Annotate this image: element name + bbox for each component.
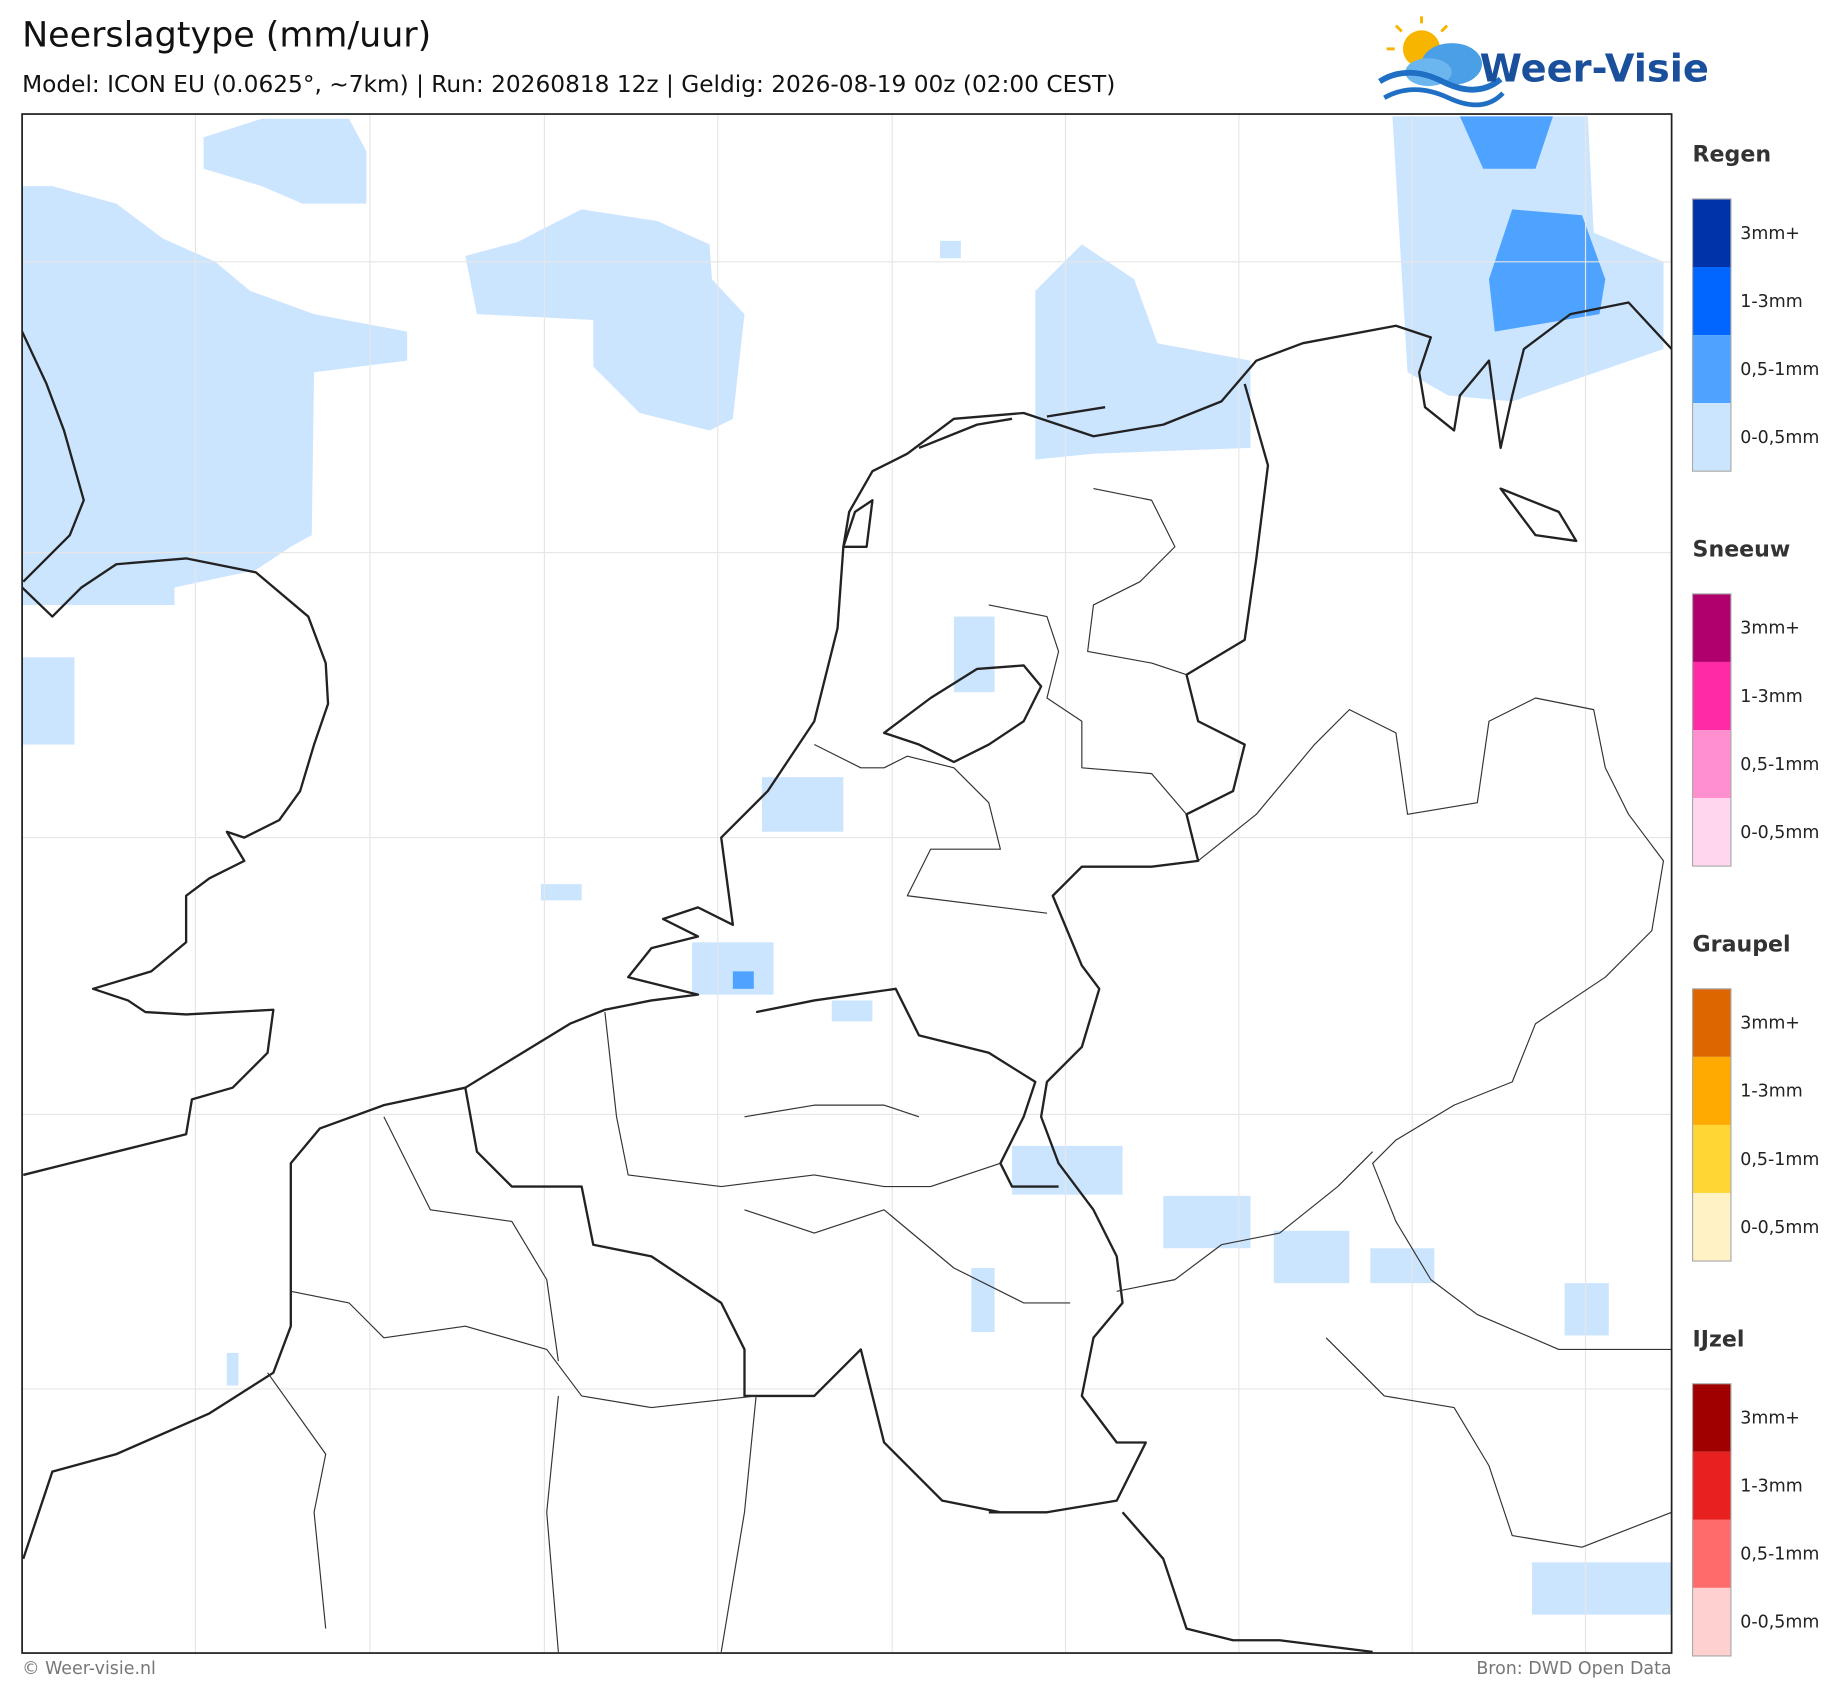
legend-label: 1-3mm — [1740, 1082, 1802, 1102]
subtitle: Model: ICON EU (0.0625°, ~7km) | Run: 20… — [22, 71, 1115, 98]
legend-swatch — [1692, 198, 1731, 268]
map — [22, 114, 1672, 1654]
legend-swatch-frame — [1691, 198, 1732, 472]
legend-label: 0-0,5mm — [1740, 428, 1819, 448]
legend-label: 1-3mm — [1740, 1477, 1802, 1497]
copyright: © Weer-visie.nl — [22, 1659, 156, 1679]
legend-swatch-frame — [1691, 593, 1732, 867]
legend-label: 3mm+ — [1740, 619, 1800, 639]
legend-swatch-frame — [1691, 988, 1732, 1262]
legend: Regen 3mm+ 1-3mm 0,5-1mm 0-0,5mm Sneeuw 3mm+ 1-… — [1691, 142, 1819, 1657]
legend-swatch — [1692, 988, 1731, 1057]
legend-swatch — [1692, 1192, 1731, 1262]
legend-swatch — [1692, 1056, 1731, 1125]
legend-swatch — [1692, 403, 1731, 472]
map-frame — [21, 113, 1673, 1654]
legend-swatch — [1692, 1519, 1731, 1588]
legend-swatch — [1692, 1587, 1731, 1656]
legend-label: 0,5-1mm — [1740, 1545, 1819, 1565]
precipitation — [22, 116, 1672, 1615]
legend-swatch — [1692, 661, 1731, 730]
legend-label: 1-3mm — [1740, 687, 1802, 707]
legend-swatch — [1692, 335, 1731, 404]
legend-label: 0,5-1mm — [1740, 1150, 1819, 1170]
legend-label: 0,5-1mm — [1740, 360, 1819, 380]
legend-swatch — [1692, 1124, 1731, 1193]
legend-swatch — [1692, 729, 1731, 799]
logo: Weer-Visie — [1378, 16, 1709, 108]
legend-group-title: IJzel — [1693, 1327, 1745, 1353]
legend-label: 1-3mm — [1740, 292, 1802, 312]
legend-label: 3mm+ — [1740, 1409, 1800, 1429]
legend-swatch — [1692, 798, 1731, 867]
legend-group-title: Sneeuw — [1693, 537, 1791, 563]
legend-label: 3mm+ — [1740, 224, 1800, 244]
legend-group-title: Graupel — [1693, 932, 1791, 958]
legend-label: 3mm+ — [1740, 1014, 1800, 1034]
legend-swatch — [1692, 593, 1731, 662]
title: Neerslagtype (mm/uur) — [22, 16, 431, 56]
legend-label: 0-0,5mm — [1740, 823, 1819, 843]
legend-group-title: Regen — [1693, 142, 1772, 168]
legend-label: 0-0,5mm — [1740, 1613, 1819, 1633]
regional-borders — [267, 488, 1672, 1652]
legend-swatch — [1692, 267, 1731, 336]
source: Bron: DWD Open Data — [1476, 1659, 1671, 1679]
coastlines — [22, 301, 1672, 1654]
legend-swatch — [1692, 1451, 1731, 1520]
legend-label: 0-0,5mm — [1740, 1218, 1819, 1238]
legend-label: 0,5-1mm — [1740, 755, 1819, 775]
logo-text: Weer-Visie — [1480, 46, 1709, 91]
legend-swatch-frame — [1691, 1383, 1732, 1657]
legend-swatch — [1692, 1383, 1731, 1452]
